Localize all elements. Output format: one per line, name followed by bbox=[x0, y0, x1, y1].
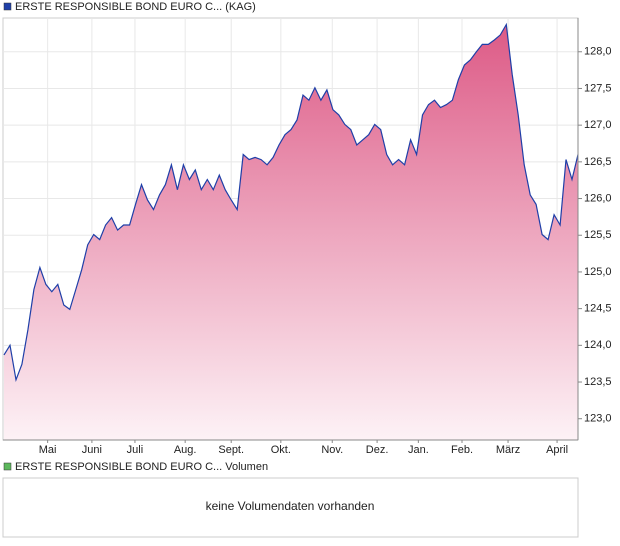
line bbox=[3, 22, 579, 383]
no-data-message: keine Volumendaten vorhanden bbox=[206, 499, 375, 513]
y-tick-label: 124,5 bbox=[584, 303, 612, 315]
x-tick-label: Juli bbox=[127, 444, 144, 456]
y-tick-label: 123,0 bbox=[584, 413, 612, 425]
y-tick-label: 126,5 bbox=[584, 156, 612, 168]
x-tick-label: Aug. bbox=[174, 444, 197, 456]
y-tick-label: 127,0 bbox=[584, 119, 612, 131]
x-tick-label: Dez. bbox=[366, 444, 389, 456]
legend-swatch bbox=[3, 2, 12, 11]
area bbox=[4, 24, 578, 440]
x-tick-label: Juni bbox=[82, 444, 102, 456]
legend-swatch bbox=[3, 462, 12, 471]
x-tick-label: Sept. bbox=[218, 444, 244, 456]
y-tick-label: 127,5 bbox=[584, 82, 612, 94]
x-tick-label: Nov. bbox=[321, 444, 343, 456]
legend-label: ERSTE RESPONSIBLE BOND EURO C... (KAG) bbox=[15, 1, 256, 13]
x-tick-label: Okt. bbox=[271, 444, 291, 456]
y-tick-label: 128,0 bbox=[584, 46, 612, 58]
y-tick-label: 123,5 bbox=[584, 376, 612, 388]
y-tick-label: 125,5 bbox=[584, 229, 612, 241]
x-tick-label: April bbox=[546, 444, 568, 456]
volume-frame bbox=[2, 477, 579, 538]
x-tick-label: Jan. bbox=[408, 444, 429, 456]
legend-label: ERSTE RESPONSIBLE BOND EURO C... Volumen bbox=[15, 461, 268, 473]
y-tick-label: 126,0 bbox=[584, 192, 612, 204]
x-tick-label: März bbox=[496, 444, 520, 456]
x-tick-label: Feb. bbox=[451, 444, 473, 456]
y-tick-label: 125,0 bbox=[584, 266, 612, 278]
y-tick-label: 124,0 bbox=[584, 339, 612, 351]
x-tick-label: Mai bbox=[39, 444, 57, 456]
